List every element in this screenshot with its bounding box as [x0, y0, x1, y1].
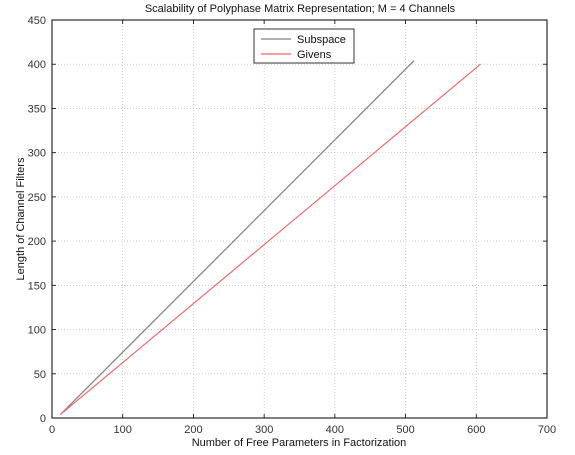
legend-label-subspace: Subspace — [297, 34, 346, 46]
chart-title: Scalability of Polyphase Matrix Represen… — [145, 3, 456, 15]
y-tick-label: 450 — [28, 15, 46, 27]
x-tick-label: 100 — [114, 424, 132, 436]
y-axis-title: Length of Channel Filters — [15, 157, 27, 280]
y-tick-label: 0 — [40, 413, 46, 425]
legend-label-givens: Givens — [297, 49, 332, 61]
y-tick-label: 300 — [28, 148, 46, 160]
x-tick-label: 400 — [326, 424, 344, 436]
x-axis-title: Number of Free Parameters in Factorizati… — [192, 437, 407, 449]
series-line-givens — [60, 63, 481, 415]
plot-area — [51, 19, 548, 419]
x-tick-label: 600 — [467, 424, 485, 436]
y-tick-label: 200 — [28, 236, 46, 248]
x-tick-label: 300 — [255, 424, 273, 436]
y-tick-label: 400 — [28, 59, 46, 71]
y-tick-label: 350 — [28, 103, 46, 115]
y-tick-label: 250 — [28, 192, 46, 204]
axis-ticks: 0 100 200 300 400 500 600 700 0 50 100 150 200 250 300… — [28, 15, 557, 436]
x-tick-label: 0 — [49, 424, 55, 436]
y-tick-label: 150 — [28, 280, 46, 292]
x-tick-label: 700 — [538, 424, 556, 436]
y-tick-label: 50 — [34, 369, 46, 381]
x-tick-label: 200 — [184, 424, 202, 436]
series-line-subspace — [60, 60, 415, 415]
legend: Subspace Givens — [253, 28, 355, 64]
grid-lines — [52, 20, 547, 418]
y-tick-label: 100 — [28, 325, 46, 337]
legend-box — [253, 28, 355, 64]
x-tick-label: 500 — [396, 424, 414, 436]
series-group — [60, 60, 481, 415]
